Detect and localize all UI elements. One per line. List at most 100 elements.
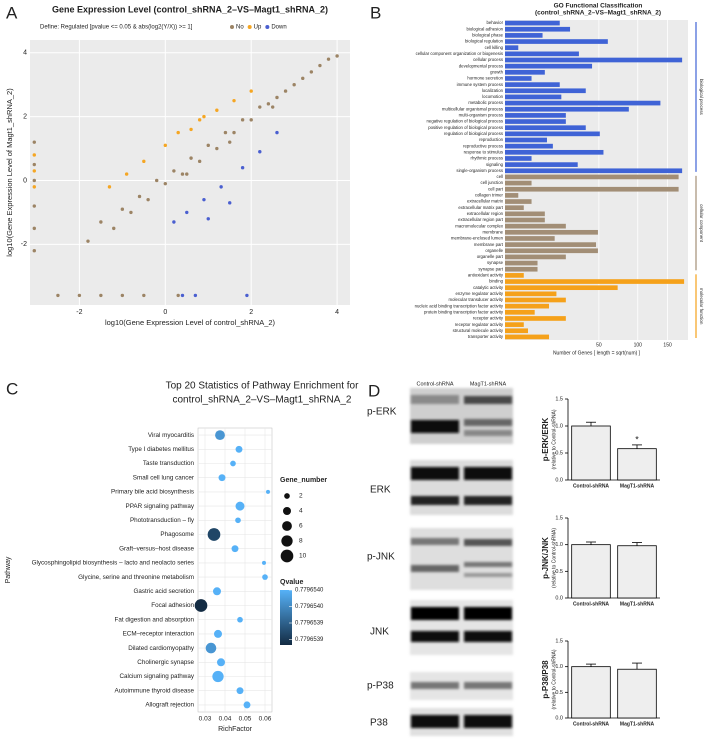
y-tick-label: Focal adhesion xyxy=(151,602,194,609)
data-point xyxy=(206,217,210,221)
y-tick-label: 1.0 xyxy=(555,542,563,548)
bar xyxy=(505,223,566,229)
y-axis-sublabel: (relative to Control-shRNA) xyxy=(551,528,557,588)
legend-marker xyxy=(283,507,291,515)
y-tick-label: catalytic activity xyxy=(473,285,504,290)
legend-label: 2 xyxy=(299,493,303,500)
data-point xyxy=(142,159,146,164)
bubble xyxy=(207,528,221,541)
x-tick-label: 0.05 xyxy=(239,716,252,723)
data-point xyxy=(197,159,202,164)
panel-letter: D xyxy=(368,381,380,400)
x-tick-label: 150 xyxy=(663,342,672,348)
bar xyxy=(505,193,519,198)
data-point xyxy=(326,57,331,61)
y-tick-label: cell xyxy=(497,174,503,179)
legend-label: Up xyxy=(254,25,262,31)
data-point xyxy=(249,118,253,122)
y-tick-label: biological regulation xyxy=(465,39,504,44)
bubble xyxy=(217,658,225,667)
x-tick-label: 100 xyxy=(634,342,643,348)
bubble xyxy=(235,445,243,453)
bubble xyxy=(214,629,222,638)
data-point xyxy=(283,89,288,93)
group-label: biological process xyxy=(699,79,704,116)
bubble xyxy=(231,545,239,553)
panel-letter: B xyxy=(370,3,381,22)
y-tick-label: membrane xyxy=(482,229,503,234)
data-point xyxy=(32,185,36,189)
bubble xyxy=(194,599,208,612)
bubble xyxy=(243,701,251,709)
y-axis-sublabel: (relative to Control-shRNA) xyxy=(551,409,557,469)
y-tick-label: 2 xyxy=(23,113,27,120)
y-tick-label: cell killing xyxy=(485,45,504,50)
data-point xyxy=(292,82,296,87)
legend-marker xyxy=(265,25,270,29)
y-tick-label: cell junction xyxy=(481,180,504,185)
legend-title: Gene_number xyxy=(280,477,327,484)
bar xyxy=(505,285,618,291)
bar xyxy=(505,236,555,241)
y-tick-label: 1.0 xyxy=(555,423,563,429)
bubble xyxy=(218,474,226,482)
y-tick-label: protein binding transcription factor act… xyxy=(424,309,504,314)
y-tick-label: macromolecular complex xyxy=(455,223,504,228)
y-tick-label: negative regulation of biological proces… xyxy=(427,119,503,124)
data-point xyxy=(215,108,219,112)
y-axis-label: log10(Gene Expression Level of Magt1_shR… xyxy=(5,88,14,257)
bar xyxy=(505,162,578,167)
blot-row-label: p-P38 xyxy=(367,681,394,692)
data-point xyxy=(99,220,103,224)
y-tick-label: binding xyxy=(489,279,503,284)
colorbar-label: 0.7796540 xyxy=(295,588,324,594)
data-point xyxy=(202,197,206,202)
blot-row-label: P38 xyxy=(370,718,388,729)
y-tick-label: immune system process xyxy=(457,82,503,87)
data-point xyxy=(193,293,198,298)
y-tick-label: locomotion xyxy=(482,94,503,99)
x-tick-label: Control-shRNA xyxy=(573,483,609,489)
chart-subtitle: control_shRNA_2–VS–Magt1_shRNA_2 xyxy=(173,395,352,406)
y-tick-label: 0.5 xyxy=(555,690,563,696)
bar xyxy=(617,668,657,719)
legend-marker xyxy=(281,535,293,547)
y-tick-label: biological adhesion xyxy=(466,26,503,31)
y-tick-label: synapse part xyxy=(478,266,503,271)
data-point xyxy=(275,95,279,100)
data-point xyxy=(309,70,314,74)
bar xyxy=(505,69,545,75)
bar xyxy=(505,137,547,143)
y-tick-label: receptor activity xyxy=(473,316,504,321)
y-tick-label: 4 xyxy=(23,50,27,57)
data-point xyxy=(240,166,245,170)
x-tick-label: 50 xyxy=(596,342,602,348)
y-axis-label: p-ERK/ERK xyxy=(541,418,550,462)
y-tick-label: Type I diabetes mellitus xyxy=(128,446,194,453)
bar xyxy=(505,100,661,106)
y-tick-label: -2 xyxy=(21,241,27,248)
y-tick-label: growth xyxy=(490,69,504,74)
bar xyxy=(505,94,562,100)
y-tick-label: Small cell lung cancer xyxy=(133,474,194,481)
y-tick-label: organelle part xyxy=(477,254,504,259)
colorbar-label: 0.7796539 xyxy=(295,621,324,627)
data-point xyxy=(185,210,189,215)
blot-row-label: JNK xyxy=(370,627,389,638)
y-tick-label: multicellular organismal process xyxy=(442,106,503,111)
bar xyxy=(505,254,566,260)
bar xyxy=(505,76,532,81)
y-tick-label: developmental process xyxy=(459,63,503,68)
plot-background xyxy=(197,427,273,713)
y-tick-label: Cholinergic synapse xyxy=(137,659,194,666)
blot-row-label: ERK xyxy=(370,485,391,496)
bar xyxy=(571,425,611,481)
data-point xyxy=(232,98,236,103)
y-tick-label: Graft–versus–host disease xyxy=(119,545,194,552)
colorbar-label: 0.7796539 xyxy=(295,637,324,643)
y-tick-label: collagen trimer xyxy=(475,193,504,198)
y-tick-label: Phagosome xyxy=(160,531,194,538)
data-point xyxy=(258,105,262,109)
panel-letter: A xyxy=(6,3,18,22)
bar xyxy=(505,229,598,235)
